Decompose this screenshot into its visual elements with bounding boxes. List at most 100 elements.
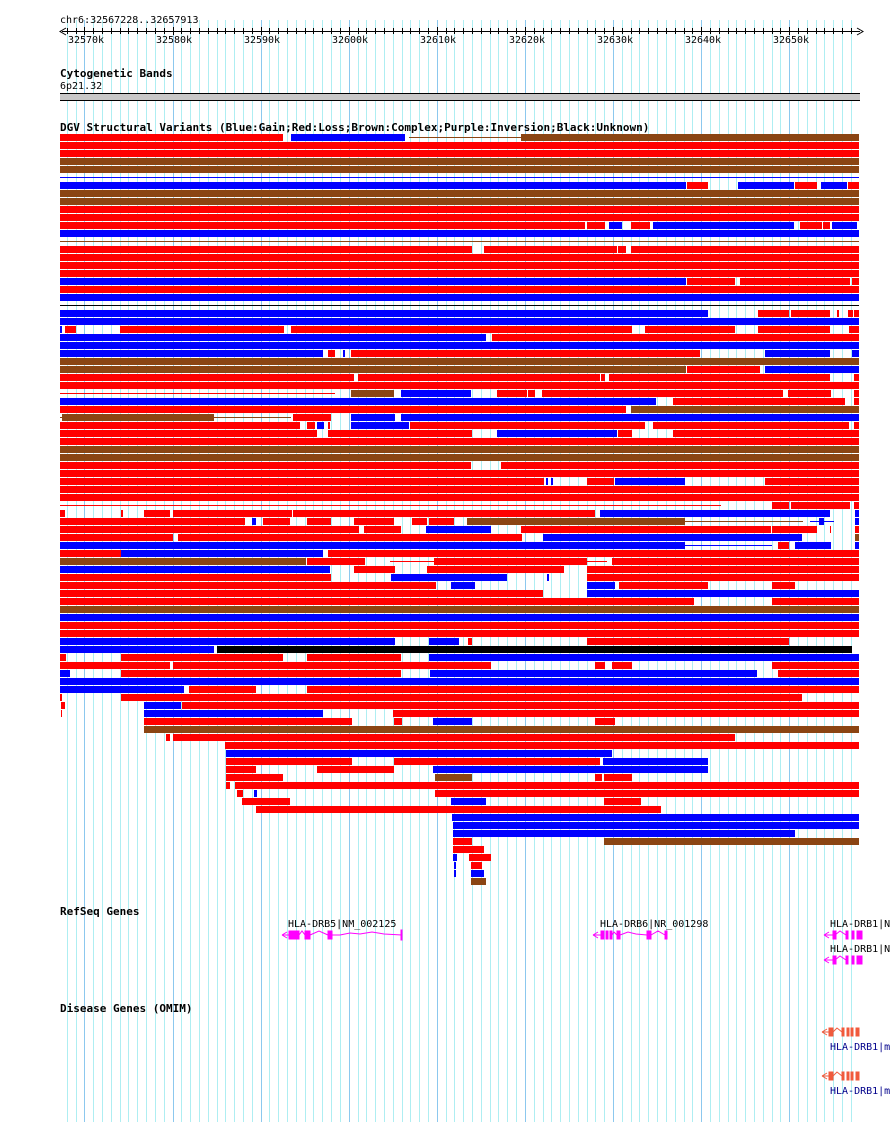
variant-gain[interactable] [551,478,554,485]
variant-loss[interactable] [687,182,709,189]
omim-gene-label[interactable]: HLA-DRB1|m [830,1086,890,1097]
variant-gain[interactable] [351,422,409,429]
variant-loss[interactable] [60,710,63,717]
gene-glyph-hla-drb1[interactable] [0,953,890,967]
variant-complex[interactable] [604,838,859,845]
omim-gene-glyph[interactable] [0,1025,890,1039]
variant-loss[interactable] [60,662,170,669]
variant-loss[interactable] [772,582,796,589]
variant-loss[interactable] [612,662,633,669]
variant-gain[interactable] [428,638,459,645]
variant-loss[interactable] [595,774,603,781]
variant-loss[interactable] [60,526,360,533]
gene-label[interactable]: HLA-DRB6|NR_001298 [600,919,709,930]
variant-gain[interactable] [587,582,615,589]
variant-gain[interactable] [433,766,709,773]
variant-loss[interactable] [60,518,245,525]
variant-loss[interactable] [652,422,850,429]
variant-loss[interactable] [60,470,859,477]
variant-gain[interactable] [351,414,396,421]
variant-loss[interactable] [772,526,817,533]
variant-complex[interactable] [61,414,214,421]
variant-gain[interactable] [452,854,458,861]
variant-gain[interactable] [794,542,831,549]
variant-gain[interactable] [546,574,549,581]
variant-gain[interactable] [820,182,848,189]
variant-loss[interactable] [60,214,859,221]
variant-loss[interactable] [851,278,859,285]
variant-loss[interactable] [226,782,230,789]
variant-loss[interactable] [60,262,859,269]
variant-gain[interactable] [60,350,324,357]
variant-loss[interactable] [60,494,859,501]
variant-complex[interactable] [60,190,859,197]
variant-loss[interactable] [172,662,492,669]
variant-gain[interactable] [60,278,687,285]
variant-loss[interactable] [836,310,840,317]
variant-loss[interactable] [189,686,257,693]
variant-loss[interactable] [60,622,859,629]
variant-loss[interactable] [65,326,76,333]
variant-loss[interactable] [226,758,353,765]
variant-gain[interactable] [609,222,622,229]
ruler-right-arrow-icon[interactable] [856,27,864,36]
variant-loss[interactable] [290,326,633,333]
variant-loss-span[interactable] [60,505,722,506]
variant-loss[interactable] [60,590,544,597]
variant-loss[interactable] [788,390,831,397]
variant-gain[interactable] [226,750,613,757]
variant-gain[interactable] [855,518,859,525]
gene-label[interactable]: HLA-DRB5|NM_002125 [288,919,397,930]
variant-loss[interactable] [60,574,332,581]
variant-loss[interactable] [226,774,283,781]
variant-loss[interactable] [60,702,66,709]
variant-gain[interactable] [426,526,492,533]
variant-complex[interactable] [60,606,859,613]
variant-gain[interactable] [453,862,457,869]
variant-loss[interactable] [236,790,243,797]
variant-loss[interactable] [586,478,614,485]
variant-gain[interactable] [60,310,709,317]
variant-loss[interactable] [242,798,290,805]
variant-loss[interactable] [520,526,771,533]
variant-loss[interactable] [144,718,353,725]
variant-loss[interactable] [410,422,645,429]
variant-loss[interactable] [393,718,402,725]
variant-loss[interactable] [853,310,859,317]
variant-loss[interactable] [594,662,606,669]
variant-loss[interactable] [739,278,850,285]
variant-loss[interactable] [60,478,545,485]
variant-loss[interactable] [758,310,790,317]
variant-complex-span[interactable] [213,417,292,418]
variant-loss[interactable] [307,654,401,661]
variant-loss[interactable] [224,742,859,749]
variant-gain[interactable] [253,790,258,797]
variant-gain[interactable] [452,822,859,829]
variant-gain[interactable] [60,398,657,405]
variant-gain[interactable] [819,518,825,525]
variant-loss[interactable] [496,390,527,397]
variant-gain[interactable] [60,614,859,621]
variant-complex-span[interactable] [685,521,804,522]
variant-loss-span[interactable] [390,561,435,562]
variant-loss[interactable] [452,838,473,845]
variant-gain[interactable] [60,678,859,685]
variant-complex[interactable] [60,454,859,461]
variant-loss[interactable] [354,518,394,525]
variant-gain-span[interactable] [685,545,773,546]
omim-gene-label[interactable]: HLA-DRB1|m [830,1042,890,1053]
variant-loss[interactable] [60,382,859,389]
variant-gain[interactable] [496,430,618,437]
variant-loss[interactable] [777,542,790,549]
variant-loss[interactable] [854,390,859,397]
variant-loss[interactable] [483,246,618,253]
variant-loss[interactable] [619,582,709,589]
variant-complex[interactable] [855,534,859,541]
variant-gain[interactable] [587,590,859,597]
variant-loss[interactable] [60,406,627,413]
variant-loss[interactable] [604,774,633,781]
variant-loss[interactable] [392,710,859,717]
variant-loss[interactable] [354,566,396,573]
variant-loss[interactable] [618,430,633,437]
variant-loss[interactable] [587,638,790,645]
